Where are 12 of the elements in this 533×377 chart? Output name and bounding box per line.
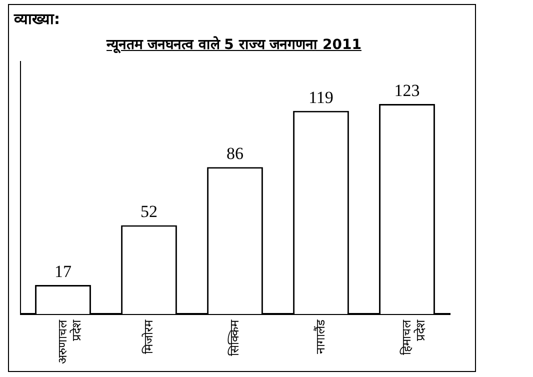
x-tick-label: हिमाचल प्रदेश xyxy=(399,319,428,355)
data-label: 86 xyxy=(226,144,244,164)
data-label: 17 xyxy=(54,262,72,281)
text: व्याख्या: xyxy=(14,9,60,28)
chart-title: न्यूनतम जनघनत्व वाले 5 राज्य जनगणना 2011 xyxy=(105,35,362,53)
data-label: 119 xyxy=(308,88,334,107)
x-tick-label: सिक्किम xyxy=(227,319,242,356)
x-tick-label: मिजोरम xyxy=(141,319,156,354)
x-tick-label: अरुणाचल प्रदेश xyxy=(55,319,84,364)
data-label: 52 xyxy=(140,202,158,222)
x-tick-label: नागालैंड xyxy=(313,319,328,354)
data-label: 123 xyxy=(394,80,420,100)
